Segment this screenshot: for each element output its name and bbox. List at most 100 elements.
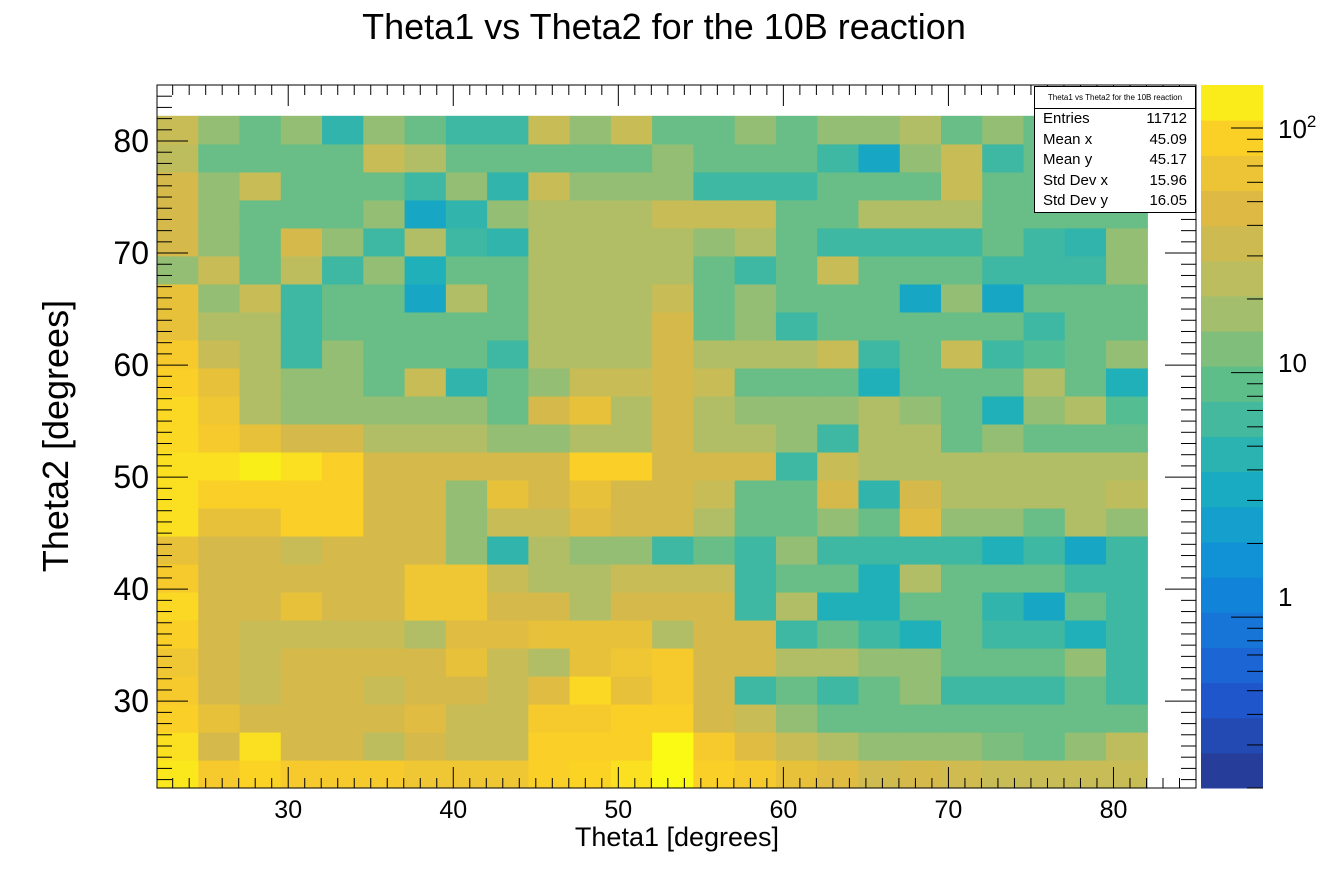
heatmap-cell bbox=[280, 367, 323, 397]
heatmap-cell bbox=[734, 227, 777, 257]
heatmap-cell bbox=[280, 535, 323, 565]
heatmap-cell bbox=[1106, 731, 1148, 761]
heatmap-cell bbox=[652, 619, 695, 649]
heatmap-cell bbox=[734, 535, 777, 565]
heatmap-cell bbox=[817, 367, 860, 397]
heatmap-cell bbox=[1106, 479, 1148, 509]
heatmap-cell bbox=[775, 311, 818, 341]
heatmap-cell bbox=[940, 535, 983, 565]
heatmap-cell bbox=[734, 563, 777, 593]
heatmap-cell bbox=[569, 451, 612, 481]
colorbar-band bbox=[1201, 120, 1263, 156]
heatmap-cell bbox=[198, 255, 241, 285]
colorbar-band bbox=[1201, 225, 1263, 262]
heatmap-cell bbox=[610, 619, 653, 649]
heatmap-cell bbox=[899, 283, 942, 313]
heatmap-cell bbox=[1023, 367, 1066, 397]
color-scale-label-10: 10 bbox=[1278, 348, 1307, 378]
heatmap-cell bbox=[734, 507, 777, 537]
heatmap-cell bbox=[280, 703, 323, 733]
heatmap-cell bbox=[280, 171, 323, 201]
heatmap-cell bbox=[858, 703, 901, 733]
heatmap-cell bbox=[610, 479, 653, 509]
heatmap-cell bbox=[363, 647, 406, 677]
heatmap-cell bbox=[404, 507, 447, 537]
heatmap-cell bbox=[1064, 423, 1107, 453]
heatmap-cell bbox=[363, 227, 406, 257]
heatmap-cell bbox=[1023, 479, 1066, 509]
heatmap-cell bbox=[652, 115, 695, 145]
heatmap-cell bbox=[569, 591, 612, 621]
heatmap-cell bbox=[239, 703, 282, 733]
heatmap-cell bbox=[817, 143, 860, 173]
heatmap-cell bbox=[734, 395, 777, 425]
heatmap-cell bbox=[817, 535, 860, 565]
heatmap-cell bbox=[157, 143, 199, 173]
heatmap-cell bbox=[280, 759, 323, 789]
heatmap-cell bbox=[775, 339, 818, 369]
heatmap-cell bbox=[445, 563, 488, 593]
colorbar-band bbox=[1201, 436, 1263, 473]
heatmap-cell bbox=[569, 283, 612, 313]
heatmap-cell bbox=[404, 703, 447, 733]
heatmap-cell bbox=[817, 451, 860, 481]
heatmap-cell bbox=[569, 535, 612, 565]
heatmap-cell bbox=[858, 451, 901, 481]
heatmap-cell bbox=[198, 367, 241, 397]
heatmap-cell bbox=[734, 171, 777, 201]
heatmap-cell bbox=[693, 199, 736, 229]
heatmap-cell bbox=[1106, 675, 1148, 705]
heatmap-cell bbox=[775, 395, 818, 425]
heatmap-cell bbox=[239, 227, 282, 257]
heatmap-cell bbox=[1106, 591, 1148, 621]
colorbar-band bbox=[1201, 752, 1263, 789]
heatmap-cell bbox=[487, 255, 529, 285]
heatmap-cell bbox=[404, 115, 447, 145]
heatmap-cell bbox=[445, 115, 488, 145]
heatmap-cell bbox=[404, 423, 447, 453]
heatmap-cell bbox=[569, 367, 612, 397]
heatmap-cell bbox=[817, 311, 860, 341]
heatmap-cell bbox=[404, 143, 447, 173]
heatmap-cell bbox=[899, 591, 942, 621]
heatmap-cell bbox=[157, 591, 199, 621]
heatmap-cell bbox=[734, 115, 777, 145]
heatmap-cell bbox=[817, 591, 860, 621]
heatmap-cell bbox=[899, 535, 942, 565]
heatmap-cell bbox=[693, 423, 736, 453]
heatmap-cell bbox=[1106, 395, 1148, 425]
colorbar-band bbox=[1201, 190, 1263, 227]
heatmap-cell bbox=[363, 423, 406, 453]
heatmap-cell bbox=[363, 619, 406, 649]
heatmap-cell bbox=[157, 423, 199, 453]
heatmap-cell bbox=[652, 507, 695, 537]
heatmap-cell bbox=[569, 199, 612, 229]
heatmap-cell bbox=[487, 675, 529, 705]
heatmap-cell bbox=[899, 451, 942, 481]
heatmap-cell bbox=[280, 675, 323, 705]
heatmap-cell bbox=[982, 591, 1025, 621]
heatmap-cell bbox=[817, 171, 860, 201]
heatmap-cell bbox=[528, 227, 571, 257]
heatmap-cell bbox=[652, 563, 695, 593]
heatmap-cell bbox=[528, 731, 571, 761]
stats-mean-y-value: 45.17 bbox=[1149, 151, 1187, 169]
colorbar-band bbox=[1201, 401, 1263, 437]
heatmap-cell bbox=[322, 535, 364, 565]
heatmap-cell bbox=[817, 759, 860, 789]
heatmap-cell bbox=[1106, 619, 1148, 649]
heatmap-cell bbox=[157, 311, 199, 341]
heatmap-cell bbox=[858, 143, 901, 173]
heatmap-cell bbox=[734, 731, 777, 761]
heatmap-cell bbox=[610, 283, 653, 313]
stats-std-x-value: 15.96 bbox=[1149, 171, 1187, 189]
heatmap-cell bbox=[899, 703, 942, 733]
heatmap-cell bbox=[280, 423, 323, 453]
color-scale-label-100: 102 bbox=[1278, 112, 1316, 144]
heatmap-cell bbox=[198, 283, 241, 313]
heatmap-cell bbox=[528, 675, 571, 705]
heatmap-cell bbox=[239, 507, 282, 537]
heatmap-cell bbox=[404, 675, 447, 705]
heatmap-cell bbox=[610, 255, 653, 285]
heatmap-cell bbox=[734, 283, 777, 313]
